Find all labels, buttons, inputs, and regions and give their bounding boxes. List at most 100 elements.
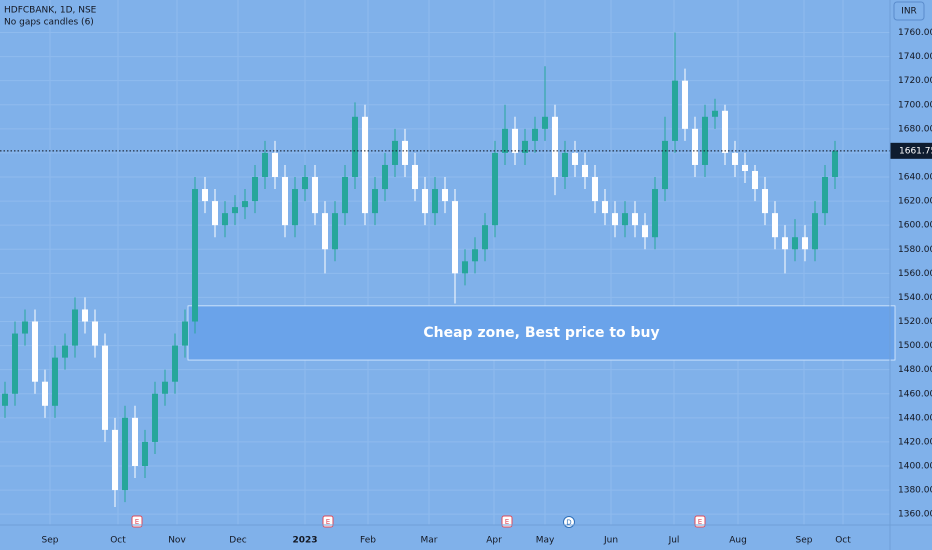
candle-body [122,417,128,491]
y-tick-label: 1460.00 [898,389,932,399]
candle-body [422,189,428,214]
candle-body [792,237,798,250]
y-tick-label: 1720.00 [898,76,932,86]
candle-body [42,381,48,406]
candle-body [652,189,658,238]
candle-body [662,140,668,190]
candle-body [242,201,248,208]
candle-body [602,201,608,214]
y-tick-label: 1740.00 [898,52,932,62]
candle-body [232,207,238,214]
event-marker [694,515,706,528]
y-tick-label: 1520.00 [898,317,932,327]
x-tick-label: Oct [110,536,126,546]
x-tick-label: Nov [168,536,186,546]
event-label: D [566,519,571,527]
candle-body [212,201,218,226]
candle-body [2,393,8,406]
candle-body [472,249,478,262]
candle-body [392,140,398,165]
y-tick-label: 1360.00 [898,510,932,520]
event-label: E [698,518,702,526]
candle-body [302,177,308,190]
y-tick-label: 1480.00 [898,365,932,375]
y-tick-label: 1400.00 [898,461,932,471]
candle-body [622,213,628,226]
y-tick-label: 1640.00 [898,173,932,183]
candle-body [322,213,328,250]
event-label: E [326,518,330,526]
candle-body [12,333,18,394]
candle-body [562,152,568,178]
zone [187,305,896,361]
zone-label: Cheap zone, Best price to buy [423,325,659,341]
candle-body [192,189,198,322]
event-label: E [505,518,509,526]
x-tick-label: Feb [360,536,376,546]
candle-body [752,170,758,190]
candle-body [582,164,588,178]
candle-body [22,321,28,334]
x-tick-label: Dec [229,536,246,546]
candle-body [682,80,688,129]
candle-body [712,110,718,117]
candle-body [772,213,778,238]
candle-body [372,189,378,214]
candle-body [702,116,708,165]
x-tick-label: Apr [486,536,502,546]
currency-box[interactable] [893,1,925,21]
currency[interactable]: INR [901,7,917,17]
candle-body [342,177,348,214]
candle-body [462,261,468,274]
candle-body [32,321,38,382]
x-tick-label: Aug [729,536,747,546]
event-label: E [135,518,139,526]
x-tick-label: Mar [421,536,438,546]
candle-body [92,321,98,346]
y-tick-label: 1600.00 [898,221,932,231]
candle-body [692,128,698,165]
last-price-box [890,142,932,159]
candle-body [272,152,278,178]
candle-body [292,189,298,226]
candle-body [552,116,558,178]
candle-body [72,309,78,346]
candle-body [382,164,388,190]
candle-body [532,128,538,141]
candle-body [782,237,788,250]
candle-body [252,177,258,202]
candle-body [172,345,178,382]
candle-body [502,128,508,153]
y-tick-label: 1540.00 [898,293,932,303]
candle-body [832,150,838,178]
y-tick-label: 1700.00 [898,100,932,110]
candle-body [732,152,738,165]
y-tick-label: 1440.00 [898,413,932,423]
candle-body [452,201,458,274]
candle-body [762,189,768,214]
candle-body [362,116,368,214]
y-tick-label: 1580.00 [898,245,932,255]
x-tick-label: Sep [796,536,813,546]
candle-body [82,309,88,322]
candle-body [202,189,208,202]
candle-body [822,177,828,214]
candle-body [592,177,598,202]
candle-body [642,225,648,238]
event-marker [501,515,513,528]
x-tick-label: May [536,536,555,546]
candle-body [132,417,138,466]
candle-body [312,177,318,214]
candle-body [152,393,158,442]
chart-title: HDFCBANK, 1D, NSE [4,6,97,16]
candle-body [612,213,618,226]
chart-subtitle: No gaps candles (6) [4,18,94,28]
candle-body [542,116,548,129]
candle-body [802,237,808,250]
x-tick-label: Sep [42,536,59,546]
x-tick-label: Jul [668,536,680,546]
candle-body [402,140,408,165]
candle-body [102,345,108,430]
